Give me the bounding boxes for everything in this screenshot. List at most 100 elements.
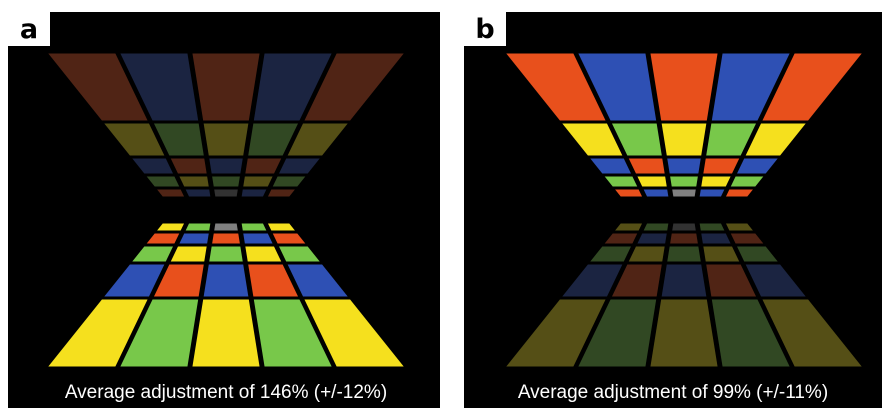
- tile: [304, 299, 404, 367]
- tile: [170, 246, 207, 262]
- tile: [604, 176, 638, 187]
- tile: [650, 53, 718, 121]
- tile-shade: [192, 53, 260, 121]
- tile: [48, 53, 148, 121]
- tile: [157, 189, 185, 197]
- tile-shade: [248, 123, 299, 156]
- tile-shade: [661, 264, 707, 297]
- tile: [730, 176, 764, 187]
- tile-shade: [562, 264, 623, 297]
- tile: [615, 189, 643, 197]
- tile: [203, 264, 249, 297]
- tile-shade: [667, 246, 701, 262]
- tile: [611, 264, 662, 297]
- tile-shade: [730, 233, 764, 244]
- tile-shade: [650, 299, 718, 367]
- tile: [562, 123, 623, 156]
- tile-shade: [643, 223, 669, 231]
- tile-shade: [670, 233, 698, 244]
- tile: [245, 246, 282, 262]
- tile: [243, 176, 273, 187]
- tile: [267, 189, 295, 197]
- tile: [132, 158, 173, 174]
- tile: [245, 158, 282, 174]
- tile: [267, 223, 295, 231]
- label-box: [464, 12, 506, 46]
- tile-shade: [48, 53, 148, 121]
- tile: [670, 176, 698, 187]
- tile: [703, 246, 740, 262]
- tile: [146, 176, 180, 187]
- tile: [253, 299, 332, 367]
- tile-shade: [185, 189, 211, 197]
- tile-shade: [279, 158, 320, 174]
- tile: [667, 158, 701, 174]
- tile: [628, 158, 665, 174]
- tile-shade: [699, 223, 725, 231]
- tile: [212, 176, 240, 187]
- tile: [243, 233, 273, 244]
- tile: [203, 123, 249, 156]
- tile-shade: [241, 189, 267, 197]
- tile-shade: [209, 158, 243, 174]
- tile: [703, 158, 740, 174]
- tile: [157, 223, 185, 231]
- tile: [725, 189, 753, 197]
- tile-shade: [590, 246, 631, 262]
- tile-shade: [628, 246, 665, 262]
- tile: [672, 223, 696, 231]
- tile: [153, 123, 204, 156]
- tile: [120, 299, 199, 367]
- tile: [272, 233, 306, 244]
- tile-shade: [153, 123, 204, 156]
- tile: [192, 299, 260, 367]
- tile: [706, 264, 757, 297]
- tile: [562, 264, 623, 297]
- tile-shade: [132, 158, 173, 174]
- tile: [506, 53, 606, 121]
- tile-shade: [711, 299, 790, 367]
- tile-shade: [701, 233, 731, 244]
- tile: [672, 189, 696, 197]
- tile-shade: [745, 264, 806, 297]
- tile: [643, 223, 669, 231]
- tile-shade: [245, 158, 282, 174]
- tile: [699, 189, 725, 197]
- tile-shade: [243, 176, 273, 187]
- tile-shade: [287, 123, 348, 156]
- tile-shade: [104, 123, 165, 156]
- tile-shade: [146, 176, 180, 187]
- panel-label: a: [20, 14, 38, 45]
- tile: [104, 123, 165, 156]
- tile-shade: [304, 53, 404, 121]
- tile: [637, 233, 667, 244]
- tile: [643, 189, 669, 197]
- tile: [287, 123, 348, 156]
- tile: [241, 223, 267, 231]
- tile: [179, 176, 209, 187]
- tile: [279, 246, 320, 262]
- tile: [737, 158, 778, 174]
- tile: [287, 264, 348, 297]
- tile-shade: [637, 233, 667, 244]
- tile: [241, 189, 267, 197]
- tile: [48, 299, 148, 367]
- tile-shade: [157, 189, 185, 197]
- tile: [304, 53, 404, 121]
- tile: [272, 176, 306, 187]
- tile: [590, 158, 631, 174]
- tile: [578, 53, 657, 121]
- tile-shade: [506, 299, 606, 367]
- tile: [701, 176, 731, 187]
- tile: [214, 189, 238, 197]
- tile: [590, 246, 631, 262]
- caption: Average adjustment of 146% (+/-12%): [65, 382, 387, 403]
- tile-shade: [672, 223, 696, 231]
- tile: [604, 233, 638, 244]
- tile: [745, 123, 806, 156]
- tile: [615, 223, 643, 231]
- tile-shade: [203, 123, 249, 156]
- tile: [248, 264, 299, 297]
